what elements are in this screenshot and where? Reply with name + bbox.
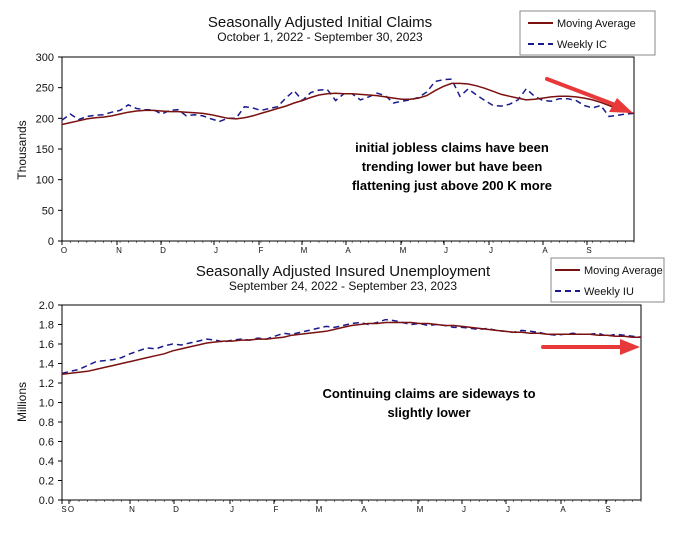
chart1-legend-box xyxy=(519,10,656,56)
chart1-y-ticks: 0 50 100 150 200 250 300 xyxy=(36,52,62,248)
c1-x-tick-label: S xyxy=(586,246,591,255)
c1-x-tick-label: A xyxy=(345,246,351,255)
chart1-legend-weekly: Weekly IC xyxy=(557,39,607,51)
c2-y-tick-label: 0.0 xyxy=(39,495,54,507)
c1-y-tick-label: 100 xyxy=(36,175,54,187)
chart2-annotation: Continuing claims are sideways to slight… xyxy=(322,386,535,420)
chart2-trend-arrow xyxy=(541,339,640,355)
chart1-title: Seasonally Adjusted Initial Claims xyxy=(208,14,432,31)
c2-y-tick-label: 0.8 xyxy=(39,417,54,429)
c2-x-tick-label: F xyxy=(274,505,279,514)
chart2-legend: Moving Average Weekly IU xyxy=(550,257,665,303)
chart2-annotation-line-1: Continuing claims are sideways to xyxy=(322,386,535,401)
c2-x-tick-label: A xyxy=(560,505,566,514)
chart1-y-axis-label: Thousands xyxy=(15,120,29,179)
c2-y-tick-label: 0.4 xyxy=(39,456,54,468)
c1-x-tick-label: J xyxy=(214,246,218,255)
c1-y-tick-label: 150 xyxy=(36,144,54,156)
c1-x-tick-label: J xyxy=(489,246,493,255)
c1-x-tick-label: M xyxy=(400,246,407,255)
chart1-annotation-line-2: trending lower but have been xyxy=(362,159,543,174)
chart2-legend-box xyxy=(550,257,665,303)
chart1-trend-arrow xyxy=(545,77,633,113)
c2-y-tick-label: 1.4 xyxy=(39,359,54,371)
c1-y-tick-label: 0 xyxy=(48,236,54,248)
chart1-legend-ma: Moving Average xyxy=(557,18,636,30)
chart2-moving-average-line xyxy=(61,321,641,375)
c2-x-tick-label: O xyxy=(68,505,74,514)
c1-x-tick-label: D xyxy=(160,246,166,255)
c1-y-tick-label: 250 xyxy=(36,83,54,95)
c1-x-tick-label: M xyxy=(301,246,308,255)
c2-y-tick-label: 1.2 xyxy=(39,378,54,390)
c1-x-tick-label: A xyxy=(542,246,548,255)
c1-x-tick-label: F xyxy=(259,246,264,255)
chart1-legend: Moving Average Weekly IC xyxy=(519,10,656,56)
chart1-subtitle: October 1, 2022 - September 30, 2023 xyxy=(217,30,423,44)
c2-y-tick-label: 0.2 xyxy=(39,476,54,488)
c2-y-tick-label: 2.0 xyxy=(39,300,54,312)
chart2-y-axis-label: Millions xyxy=(15,382,29,422)
chart2-subtitle: September 24, 2022 - September 23, 2023 xyxy=(229,279,457,293)
c1-x-tick-label: J xyxy=(444,246,448,255)
c2-x-tick-label: J xyxy=(230,505,234,514)
insured-unemployment-chart: Seasonally Adjusted Insured Unemployment… xyxy=(15,257,665,514)
c2-x-tick-label: M xyxy=(417,505,424,514)
c1-y-tick-label: 300 xyxy=(36,52,54,64)
initial-claims-chart: Seasonally Adjusted Initial Claims Octob… xyxy=(15,10,656,255)
c1-x-tick-label: N xyxy=(116,246,122,255)
c2-y-tick-label: 1.0 xyxy=(39,398,54,410)
c1-y-tick-label: 50 xyxy=(42,205,54,217)
c2-x-tick-label: M xyxy=(316,505,323,514)
c1-x-tick-label: O xyxy=(61,246,67,255)
chart1-annotation-line-3: flattening just above 200 K more xyxy=(352,178,552,193)
chart1-moving-average-line xyxy=(61,82,635,126)
chart1-weekly-ic-line xyxy=(61,78,635,123)
chart2-annotation-line-2: slightly lower xyxy=(387,405,470,420)
chart1-annotation: initial jobless claims have been trendin… xyxy=(352,140,552,193)
chart2-y-ticks: 0.0 0.2 0.4 0.6 0.8 1.0 1.2 1.4 1.6 1.8 2.0 xyxy=(39,300,62,507)
c1-y-tick-label: 200 xyxy=(36,113,54,125)
c2-x-tick-label: S xyxy=(61,505,66,514)
chart2-plot-frame xyxy=(61,304,642,501)
chart1-annotation-line-1: initial jobless claims have been xyxy=(355,140,549,155)
c2-x-tick-label: S xyxy=(605,505,610,514)
chart2-legend-weekly: Weekly IU xyxy=(584,286,634,298)
c2-y-tick-label: 1.8 xyxy=(39,320,54,332)
chart2-title: Seasonally Adjusted Insured Unemployment xyxy=(196,263,491,280)
c2-x-tick-label: J xyxy=(506,505,510,514)
c2-y-tick-label: 0.6 xyxy=(39,437,54,449)
c2-x-tick-label: A xyxy=(361,505,367,514)
chart2-legend-ma: Moving Average xyxy=(584,265,663,277)
c2-x-tick-label: D xyxy=(173,505,179,514)
c2-x-tick-label: J xyxy=(462,505,466,514)
c2-x-tick-label: N xyxy=(129,505,135,514)
chart1-plot-frame xyxy=(61,56,635,242)
c2-y-tick-label: 1.6 xyxy=(39,339,54,351)
